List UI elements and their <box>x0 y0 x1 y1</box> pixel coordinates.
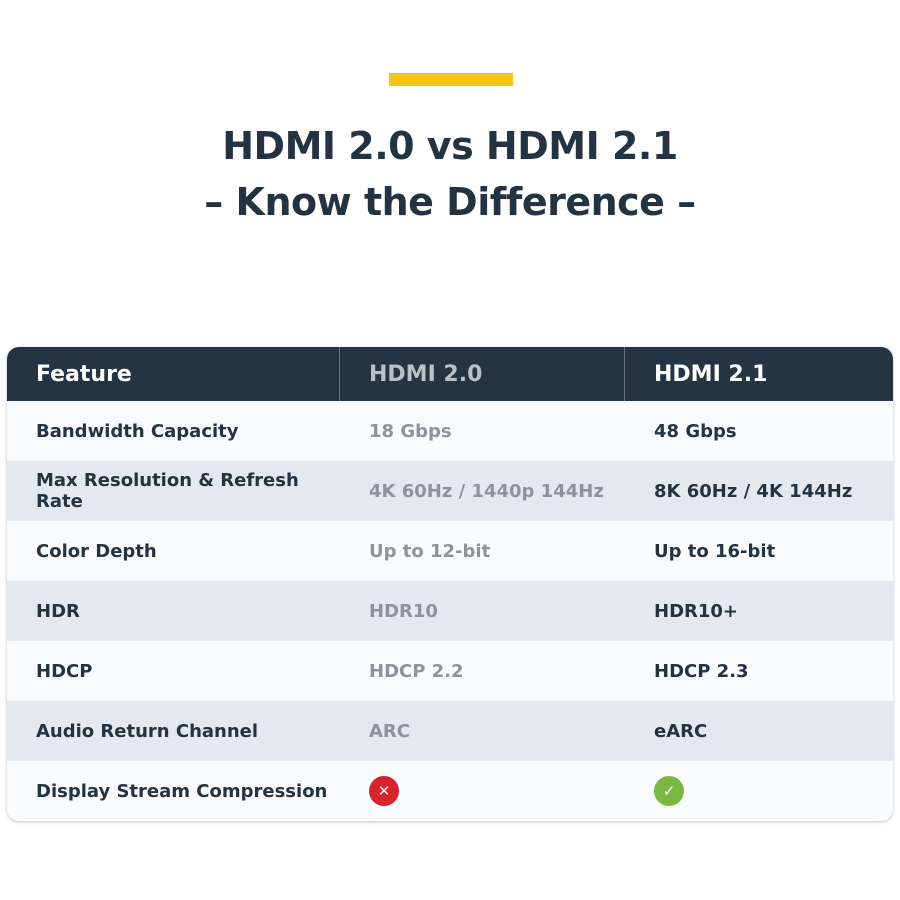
hdmi-2-0-cell: ARC <box>369 720 411 742</box>
table-row: Display Stream Compression ✕ ✓ <box>7 761 893 821</box>
feature-cell: Audio Return Channel <box>36 720 259 742</box>
hdmi-2-1-cell: eARC <box>654 720 708 742</box>
hdmi-2-0-cell: 4K 60Hz / 1440p 144Hz <box>369 480 604 502</box>
table-header: Feature HDMI 2.0 HDMI 2.1 <box>7 347 893 401</box>
feature-cell: Max Resolution & Refresh Rate <box>36 470 299 512</box>
table-row: HDR HDR10 HDR10+ <box>7 581 893 641</box>
title-line-1: HDMI 2.0 vs HDMI 2.1 <box>222 124 678 168</box>
hdmi-2-0-cell: HDR10 <box>369 600 438 622</box>
table-row: Color Depth Up to 12-bit Up to 16-bit <box>7 521 893 581</box>
page-title: HDMI 2.0 vs HDMI 2.1 – Know the Differen… <box>0 118 900 230</box>
hdmi-2-0-cell: HDCP 2.2 <box>369 660 464 682</box>
feature-cell: HDR <box>36 600 80 622</box>
header-hdmi-2-0: HDMI 2.0 <box>340 347 625 401</box>
hdmi-2-1-cell: HDCP 2.3 <box>654 660 749 682</box>
hdmi-2-0-cell: Up to 12-bit <box>369 540 491 562</box>
feature-cell: Color Depth <box>36 540 157 562</box>
hdmi-2-0-cell: ✕ <box>340 761 625 821</box>
hdmi-2-1-cell: 8K 60Hz / 4K 144Hz <box>654 480 853 502</box>
hdmi-2-0-cell: 18 Gbps <box>369 420 452 442</box>
feature-cell: Display Stream Compression <box>36 780 328 802</box>
table-row: Bandwidth Capacity 18 Gbps 48 Gbps <box>7 401 893 461</box>
comparison-table: Feature HDMI 2.0 HDMI 2.1 Bandwidth Capa… <box>7 347 893 821</box>
title-line-2: – Know the Difference – <box>204 180 696 224</box>
table-row: Max Resolution & Refresh Rate 4K 60Hz / 1… <box>7 461 893 521</box>
header-feature: Feature <box>7 347 340 401</box>
accent-bar <box>389 73 513 86</box>
feature-cell: HDCP <box>36 660 93 682</box>
table-row: HDCP HDCP 2.2 HDCP 2.3 <box>7 641 893 701</box>
check-circle-icon: ✓ <box>654 776 684 806</box>
x-circle-icon: ✕ <box>369 776 399 806</box>
feature-cell: Bandwidth Capacity <box>36 420 239 442</box>
hdmi-2-1-cell: Up to 16-bit <box>654 540 776 562</box>
header-hdmi-2-1: HDMI 2.1 <box>654 361 768 387</box>
table-row: Audio Return Channel ARC eARC <box>7 701 893 761</box>
hdmi-2-1-cell: HDR10+ <box>654 600 738 622</box>
hdmi-2-1-cell: 48 Gbps <box>654 420 737 442</box>
hdmi-2-1-cell: ✓ <box>625 761 893 821</box>
